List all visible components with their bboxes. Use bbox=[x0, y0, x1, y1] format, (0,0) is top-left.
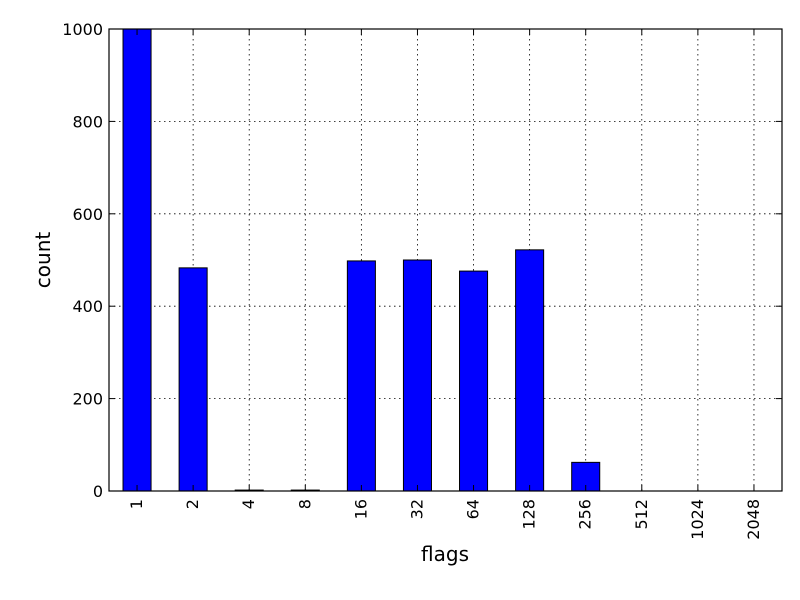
x-tick-label: 8 bbox=[295, 499, 314, 509]
x-tick-label: 256 bbox=[576, 499, 595, 530]
y-tick-label: 400 bbox=[72, 297, 103, 316]
bar-2 bbox=[178, 267, 208, 492]
bar-16 bbox=[346, 260, 376, 492]
y-tick-label: 200 bbox=[72, 390, 103, 409]
x-tick-label: 64 bbox=[464, 499, 483, 519]
x-tick-label: 128 bbox=[520, 499, 539, 530]
bars bbox=[122, 28, 601, 492]
x-tick-label: 16 bbox=[351, 499, 370, 519]
plot-frame bbox=[108, 28, 783, 492]
plot-background bbox=[109, 29, 782, 491]
y-tick-label: 0 bbox=[93, 482, 103, 501]
tick-marks bbox=[109, 28, 782, 492]
y-tick-label: 800 bbox=[72, 112, 103, 131]
bar-128 bbox=[515, 249, 545, 492]
x-tick-label: 2 bbox=[183, 499, 202, 509]
y-axis-label: count bbox=[31, 232, 55, 289]
bar-32 bbox=[402, 259, 432, 492]
x-tick-label: 1 bbox=[127, 499, 146, 509]
x-tick-label: 4 bbox=[239, 499, 258, 509]
y-tick-label: 1000 bbox=[62, 20, 103, 39]
y-tick-label: 600 bbox=[72, 205, 103, 224]
x-axis-label: flags bbox=[421, 542, 469, 566]
x-tick-label: 512 bbox=[632, 499, 651, 530]
x-tick-labels: 1 2 4 8 16 32 64 128 256 512 1024 2048 bbox=[127, 499, 763, 540]
y-tick-labels: 0 200 400 600 800 1000 bbox=[62, 20, 103, 501]
x-tick-label: 2048 bbox=[744, 499, 763, 540]
bar-1 bbox=[122, 28, 152, 492]
bar-64 bbox=[459, 270, 489, 492]
x-tick-label: 32 bbox=[407, 499, 426, 519]
x-tick-label: 1024 bbox=[688, 499, 707, 540]
